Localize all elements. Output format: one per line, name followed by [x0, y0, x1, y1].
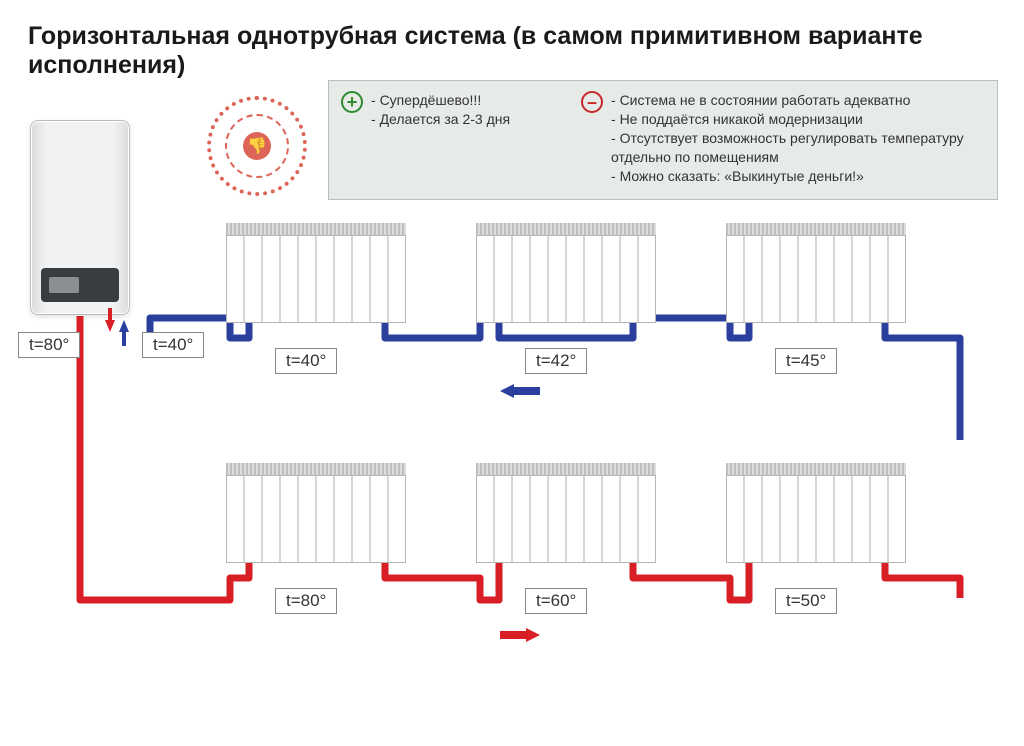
radiator — [226, 223, 406, 323]
con-item: Не поддаётся никакой модернизации — [611, 110, 985, 129]
con-item: Система не в состоянии работать адекватн… — [611, 91, 985, 110]
radiator — [726, 223, 906, 323]
temp-top-1: t=42° — [525, 348, 587, 374]
temp-top-0: t=40° — [275, 348, 337, 374]
pro-item: Делается за 2-3 дня — [371, 110, 510, 129]
pros-column: + Супердёшево!!! Делается за 2-3 дня — [341, 91, 581, 189]
con-item: Отсутствует возможность регулировать тем… — [611, 129, 985, 167]
temp-bottom-1: t=60° — [525, 588, 587, 614]
cons-column: – Система не в состоянии работать адеква… — [581, 91, 985, 189]
pros-cons-box: + Супердёшево!!! Делается за 2-3 дня – С… — [328, 80, 998, 200]
radiator — [726, 463, 906, 563]
boiler — [30, 120, 130, 315]
temp-bottom-0: t=80° — [275, 588, 337, 614]
pro-item: Супердёшево!!! — [371, 91, 510, 110]
radiator — [476, 223, 656, 323]
temp-top-2: t=45° — [775, 348, 837, 374]
flow-arrow-return — [500, 384, 540, 398]
con-item: Можно сказать: «Выкинутые деньги!» — [611, 167, 985, 186]
not-recommended-stamp — [207, 96, 307, 196]
temp-bottom-2: t=50° — [775, 588, 837, 614]
plus-icon: + — [341, 91, 363, 113]
temp-inlet: t=40° — [142, 332, 204, 358]
temp-outlet: t=80° — [18, 332, 80, 358]
cons-text: Система не в состоянии работать адекватн… — [611, 91, 985, 189]
flow-vertical-arrows — [105, 320, 135, 350]
thumbs-down-icon — [243, 132, 271, 160]
pros-text: Супердёшево!!! Делается за 2-3 дня — [371, 91, 510, 189]
flow-arrow-supply — [500, 628, 540, 642]
boiler-panel — [41, 268, 119, 302]
radiator — [226, 463, 406, 563]
minus-icon: – — [581, 91, 603, 113]
hot-down-arrow-icon — [105, 320, 115, 332]
cold-up-arrow-icon — [119, 320, 129, 332]
radiator — [476, 463, 656, 563]
page-title: Горизонтальная однотрубная система (в са… — [28, 22, 1024, 80]
